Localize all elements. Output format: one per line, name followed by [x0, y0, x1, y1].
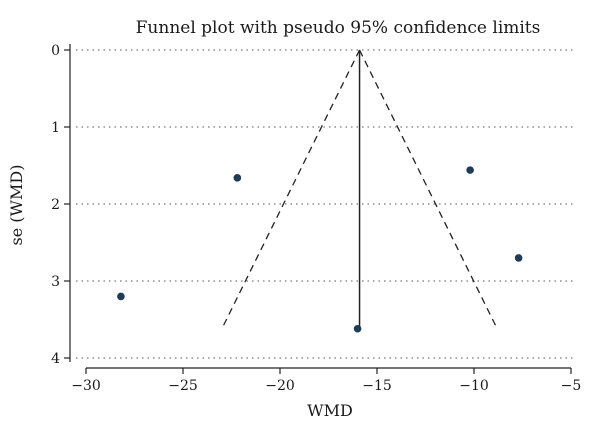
axes: 0 1 2 3 4 −30 −25 −20 −15 −10 −5 [51, 43, 581, 394]
upper-confidence-limit [358, 49, 498, 330]
data-point-2 [353, 324, 362, 333]
x-tick-label-2: −20 [265, 378, 295, 394]
y-axis-label: se (WMD) [7, 165, 26, 246]
data-point-3 [466, 166, 474, 174]
y-tick-label-4: 4 [51, 351, 60, 367]
x-axis-label: WMD [307, 401, 353, 420]
confidence-funnel [221, 49, 498, 330]
x-tick-label-0: −30 [71, 378, 101, 394]
x-tick-label-5: −5 [561, 378, 582, 394]
lower-confidence-limit [221, 49, 361, 330]
data-point-0 [117, 292, 125, 301]
gridlines [76, 49, 575, 359]
y-tick-label-0: 0 [51, 43, 60, 59]
x-tick-label-3: −15 [362, 378, 392, 394]
x-tick-label-1: −25 [168, 378, 198, 394]
data-points [117, 166, 523, 333]
y-tick-label-1: 1 [51, 120, 60, 136]
data-point-1 [233, 174, 242, 182]
y-tick-label-2: 2 [51, 197, 60, 213]
y-tick-label-3: 3 [51, 274, 60, 290]
x-tick-label-4: −10 [459, 378, 489, 394]
data-point-4 [514, 254, 523, 262]
chart-title: Funnel plot with pseudo 95% confidence l… [136, 18, 541, 38]
